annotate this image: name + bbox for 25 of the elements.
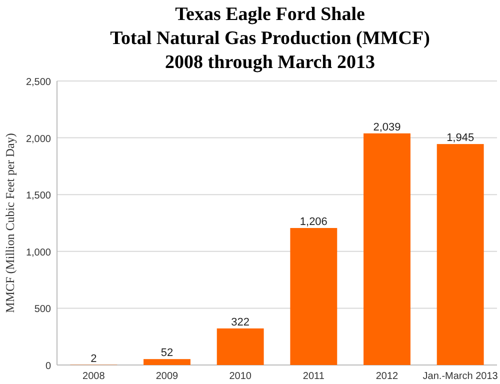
x-tick-label: 2009	[156, 371, 179, 382]
x-tick-label: 2012	[376, 371, 399, 382]
y-tick-label: 2,000	[26, 134, 52, 145]
bar	[216, 328, 264, 365]
x-tick-label: 2008	[82, 371, 106, 382]
x-tick-label: 2010	[229, 371, 252, 382]
y-tick-label: 2,500	[26, 77, 52, 88]
y-axis-title: MMCF (Million Cubic Feet per Day)	[3, 133, 17, 313]
y-tick-label: 1,500	[26, 190, 52, 202]
x-tick-label: Jan.-March 2013	[422, 371, 498, 382]
x-tick-label: 2011	[302, 371, 325, 382]
y-tick-label: 0	[45, 361, 52, 372]
data-label: 52	[160, 347, 174, 360]
bar	[364, 133, 410, 365]
chart-title: Texas Eagle Ford Shale Total Natural Gas Production (MMCF) 2008 through March 2013	[110, 4, 430, 73]
y-tick-label: 500	[34, 304, 52, 316]
bar	[290, 228, 338, 365]
bar	[436, 144, 484, 365]
bar	[144, 359, 190, 365]
data-label: 2,039	[373, 121, 401, 134]
data-label: 1,945	[446, 132, 474, 144]
data-label: 1,206	[300, 216, 328, 228]
y-tick-label: 1,000	[26, 247, 52, 258]
data-label: 2	[90, 352, 97, 365]
data-label: 322	[231, 316, 250, 328]
